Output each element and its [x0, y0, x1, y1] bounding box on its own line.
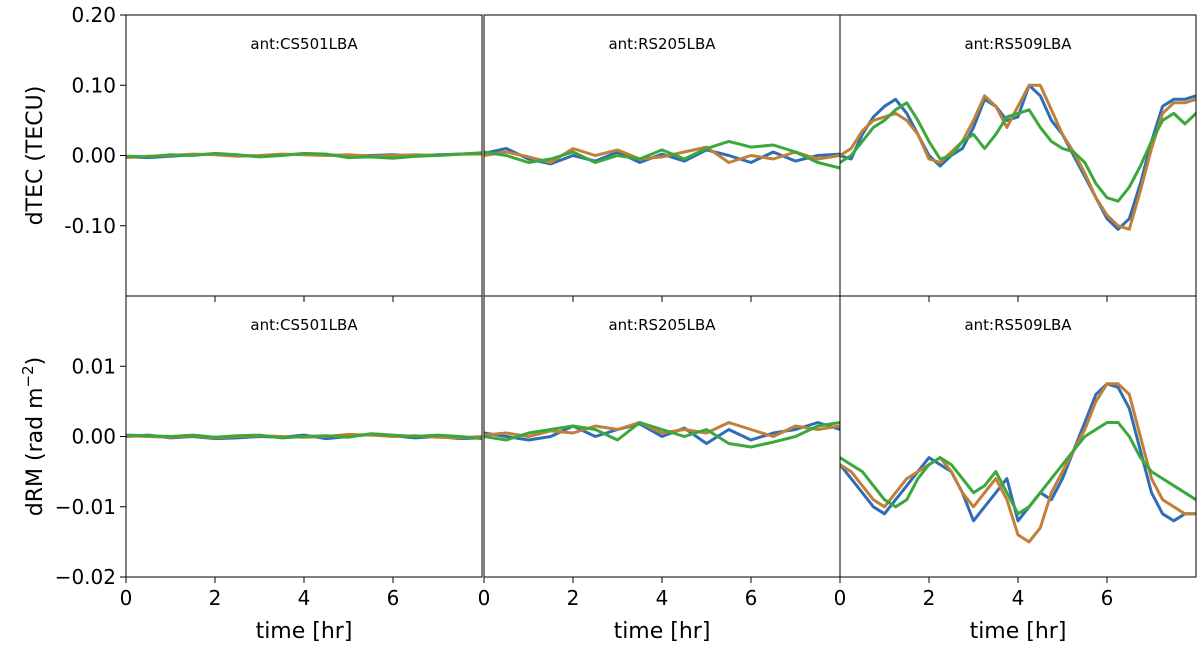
x-axis-label: time [hr] — [614, 619, 711, 644]
x-tick-label: 4 — [656, 586, 669, 610]
y-tick-label: −0.01 — [55, 495, 116, 519]
panel-title: ant:CS501LBA — [250, 316, 358, 334]
panel-title: ant:RS509LBA — [964, 316, 1072, 334]
x-tick-label: 2 — [209, 586, 222, 610]
panel-r1-c2: ant:RS509LBA 0 2 4 6 time [hr] — [834, 295, 1197, 644]
y-tick-label: 0.20 — [71, 3, 116, 27]
y-tick-label: 0.01 — [71, 354, 116, 378]
y-tick-label: 0.00 — [71, 425, 116, 449]
panel-r0-c0: ant:CS501LBA 0.20 0.10 0.00 -0.10 — [64, 3, 483, 302]
series-line-r0-c0-2 — [126, 151, 482, 160]
series-line-r0-c2-1 — [840, 83, 1196, 231]
y-axis-label: dTEC (TECU) — [23, 86, 48, 226]
x-tick-label: 4 — [1012, 586, 1025, 610]
panel-r0-c2: ant:RS509LBA — [839, 14, 1197, 302]
y-axis-label-main: dRM (rad m — [23, 387, 48, 516]
panel-title: ant:RS205LBA — [608, 316, 716, 334]
y-tick-label: −0.02 — [55, 565, 116, 589]
x-tick-label: 6 — [387, 586, 400, 610]
panel-r1-c1: ant:RS205LBA 0 2 4 6 time [hr] — [478, 295, 841, 644]
y-tick-label: -0.10 — [64, 214, 116, 238]
x-tick-label: 2 — [923, 586, 936, 610]
panel-r1-c0: ant:CS501LBA 0 2 4 6 time [hr] 0.01 0.00 −0.01 −0… — [55, 295, 483, 644]
x-tick-label: 4 — [298, 586, 311, 610]
series-line-r1-c1-2 — [484, 421, 840, 449]
series-line-r1-c0-2 — [126, 432, 482, 441]
series-line-r0-c2-0 — [840, 83, 1196, 231]
panel-frame — [839, 14, 1197, 297]
x-axis-label: time [hr] — [970, 619, 1067, 644]
series-line-r0-c2-2 — [840, 101, 1196, 203]
y-tick-label: 0.10 — [71, 73, 116, 97]
series-line-r0-c1-0 — [484, 147, 840, 166]
series-line-r1-c2-0 — [840, 382, 1196, 523]
panel-r0-c1: ant:RS205LBA — [483, 14, 841, 302]
y-axis-label-main: dTEC (TECU) — [23, 86, 48, 226]
y-tick-label: 0.00 — [71, 144, 116, 168]
y-axis-label-sup: −2 — [19, 365, 37, 387]
x-tick-label: 6 — [745, 586, 758, 610]
series-line-r0-c1-2 — [484, 139, 840, 170]
panel-title: ant:RS205LBA — [608, 35, 716, 53]
x-tick-label: 6 — [1101, 586, 1114, 610]
y-axis-label-end: ) — [23, 357, 48, 366]
panel-title: ant:RS509LBA — [964, 35, 1072, 53]
x-tick-label: 0 — [834, 586, 847, 610]
series-line-r1-c2-1 — [840, 382, 1196, 544]
series-line-r1-c1-1 — [484, 421, 840, 438]
x-axis-label: time [hr] — [256, 619, 353, 644]
y-axis-label: dRM (rad m−2) — [19, 357, 48, 516]
series-line-r1-c2-2 — [840, 421, 1196, 516]
x-tick-label: 0 — [478, 586, 491, 610]
panel-title: ant:CS501LBA — [250, 35, 358, 53]
x-tick-label: 0 — [120, 586, 133, 610]
x-tick-label: 2 — [567, 586, 580, 610]
